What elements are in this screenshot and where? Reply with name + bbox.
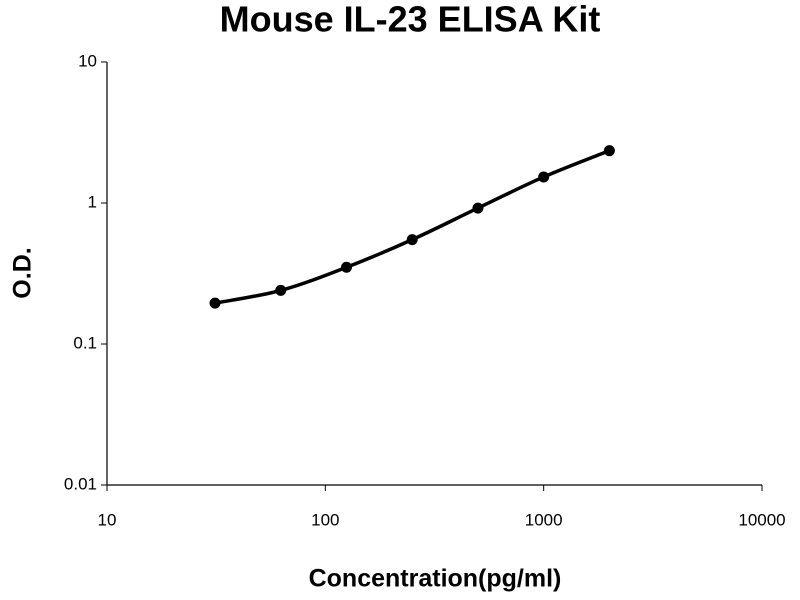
x-tick-label: 10000 bbox=[738, 510, 785, 529]
data-point bbox=[406, 234, 418, 246]
x-tick-label: 100 bbox=[311, 510, 339, 529]
series-line bbox=[214, 149, 611, 305]
x-tick-label: 10 bbox=[98, 510, 117, 529]
data-point bbox=[209, 297, 221, 309]
data-point bbox=[538, 171, 550, 183]
x-tick-label: 1000 bbox=[525, 510, 563, 529]
x-axis-label: Concentration(pg/ml) bbox=[309, 565, 562, 593]
data-point bbox=[603, 145, 615, 157]
data-point bbox=[275, 284, 287, 296]
data-point bbox=[472, 202, 484, 214]
y-tick-label: 1 bbox=[88, 192, 97, 211]
chart-title: Mouse IL-23 ELISA Kit bbox=[220, 0, 601, 40]
y-tick-label: 0.1 bbox=[73, 333, 97, 352]
y-tick-label: 0.01 bbox=[64, 474, 97, 493]
y-axis-label: O.D. bbox=[9, 247, 37, 298]
data-point bbox=[340, 261, 352, 273]
y-tick-label: 10 bbox=[78, 51, 97, 70]
